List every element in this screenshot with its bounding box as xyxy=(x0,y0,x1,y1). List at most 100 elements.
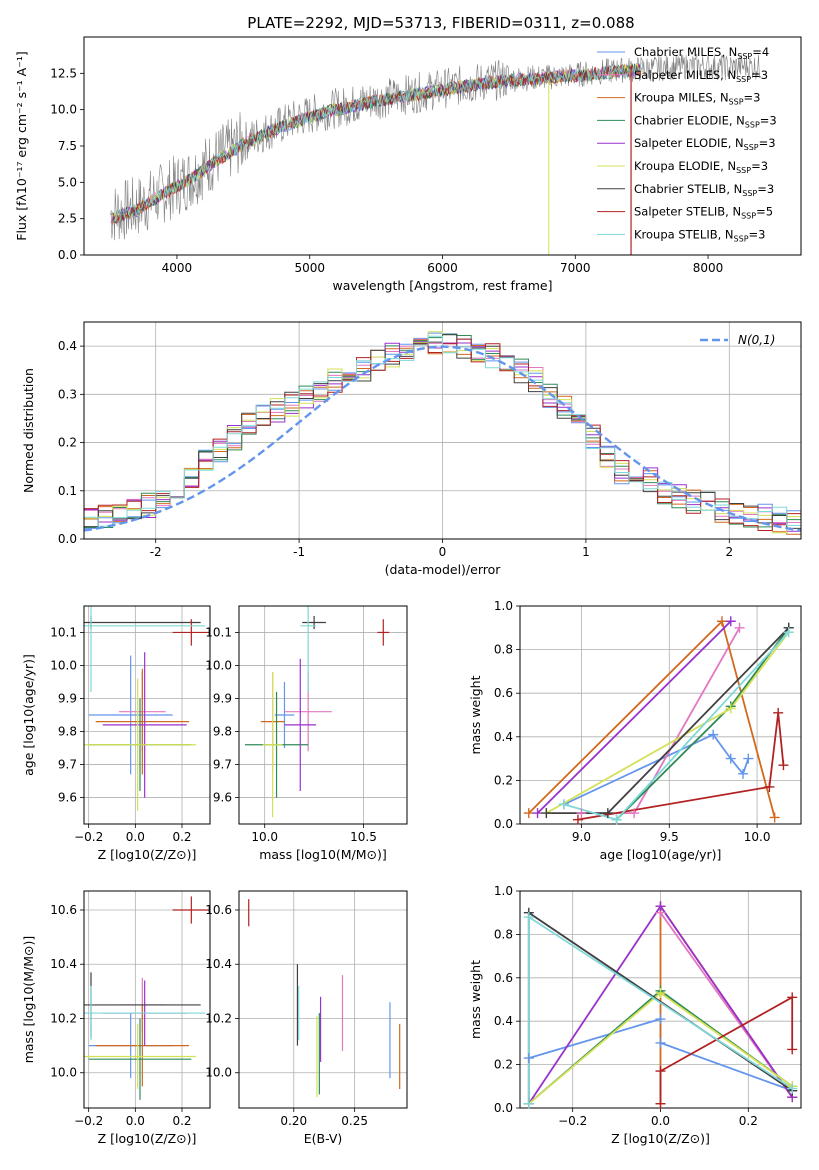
legend-text-part: Kroupa ELODIE, N xyxy=(634,159,736,173)
legend-text-part: Kroupa STELIB, N xyxy=(634,227,734,241)
legend-text-part: =5 xyxy=(756,205,773,219)
y-tick-label: 9.8 xyxy=(213,725,232,739)
y-tick-label: 12.5 xyxy=(50,66,77,80)
legend-text-part: =3 xyxy=(759,136,776,150)
weight-marker-salpeter_stelib xyxy=(787,1044,798,1055)
y-tick-label: 7.5 xyxy=(58,139,77,153)
weight-marker-salpeter_stelib xyxy=(778,760,789,771)
y-tick-label: 0.0 xyxy=(494,817,513,831)
weight-line-salpeter_stelib xyxy=(659,995,794,1104)
weight-marker-chabrier_miles xyxy=(655,1014,666,1025)
x-tick-label: 4000 xyxy=(162,261,193,275)
weight-marker-kroupa_stelib xyxy=(611,814,622,825)
y-tick-label: 0.0 xyxy=(58,248,77,262)
legend-entry-salpeter_miles: Salpeter MILES, NSSP=3 xyxy=(634,68,768,84)
legend-text-part: Kroupa MILES, N xyxy=(634,91,729,105)
weight-marker-salpeter_stelib xyxy=(764,781,775,792)
weight-marker-chabrier_miles xyxy=(725,753,736,764)
plot-area xyxy=(239,891,407,1108)
weight-line-kroupa_elodie xyxy=(545,631,790,814)
x-tick-label: 6000 xyxy=(427,261,458,275)
y-tick-label: 10.0 xyxy=(50,658,77,672)
y-tick-label: 0.2 xyxy=(58,436,77,450)
legend-text-part: SSP xyxy=(741,212,756,221)
axes-frame xyxy=(83,321,802,540)
y-tick-label: 10.0 xyxy=(205,1066,232,1080)
y-tick-label: 0.8 xyxy=(494,643,513,657)
plot-area xyxy=(520,606,801,824)
y-tick-label: 9.6 xyxy=(58,791,77,805)
legend-entry-salpeter_elodie: Salpeter ELODIE, NSSP=3 xyxy=(634,136,776,152)
weight-marker-chabrier_miles xyxy=(523,1053,534,1064)
y-tick-label: 9.9 xyxy=(213,691,232,705)
x-axis-label: Z [log10(Z/Z⊙)] xyxy=(98,1131,197,1146)
model-spectrum-kroupa_stelib xyxy=(113,62,643,222)
panel-age-vs-mass: 10.0 10.5 9.6 9.7 9.8 9.9 10.0 10.1 mass [log10(… xyxy=(205,605,408,862)
weight-marker-chabrier_miles xyxy=(743,753,754,764)
axes-frame xyxy=(83,36,802,256)
y-tick-label: 9.8 xyxy=(58,725,77,739)
x-tick-label: 9.5 xyxy=(660,830,679,844)
legend-text-part: SSP xyxy=(744,143,759,152)
y-axis-label: mass [log10(M/M⊙)] xyxy=(21,936,36,1064)
panel-age-vs-Z: −0.2 0.0 0.2 9.6 9.7 9.8 9.9 10.0 10.1 Z [log10(Z… xyxy=(21,605,211,862)
weight-marker-chabrier_miles xyxy=(738,768,749,779)
x-tick-label: 0.2 xyxy=(739,1114,758,1128)
y-axis-label: age [log10(age/yr)] xyxy=(21,654,36,776)
y-tick-label: 9.6 xyxy=(213,791,232,805)
plot-area xyxy=(84,891,210,1108)
x-axis-label: mass [log10(M/M⊙)] xyxy=(259,847,387,862)
weight-marker-salpeter_elodie xyxy=(725,616,736,627)
weight-marker-kroupa_miles xyxy=(523,808,534,819)
axes-frame xyxy=(238,890,408,1109)
x-axis-label: (data-model)/error xyxy=(385,562,502,577)
weight-marker-salpeter_miles xyxy=(576,808,587,819)
y-tick-label: 10.6 xyxy=(50,903,77,917)
legend-entry-salpeter_stelib: Salpeter STELIB, NSSP=5 xyxy=(634,205,773,221)
legend-entry-normal: N(0,1) xyxy=(738,333,775,347)
x-tick-label: 0.20 xyxy=(280,1114,307,1128)
weight-marker-kroupa_stelib xyxy=(558,799,569,810)
weight-line-chabrier_stelib xyxy=(546,627,790,814)
x-tick-label: 0 xyxy=(439,545,447,559)
panel-mass-vs-ebv: 0.20 0.25 10.0 10.2 10.4 10.6 E(B-V) xyxy=(205,890,408,1146)
y-axis-label: Flux [fλ10⁻¹⁷ erg cm⁻² s⁻¹ A⁻¹] xyxy=(14,51,29,240)
plot-area xyxy=(520,891,801,1108)
legend-entry-chabrier_stelib: Chabrier STELIB, NSSP=3 xyxy=(634,182,774,198)
legend-text-part: Salpeter MILES, N xyxy=(634,68,736,82)
legend-text-part: =3 xyxy=(760,113,777,127)
plot-area xyxy=(84,322,801,539)
y-tick-label: 10.1 xyxy=(205,625,232,639)
x-tick-label: 1 xyxy=(582,545,590,559)
legend-text-part: SSP xyxy=(737,52,752,61)
y-tick-label: 9.7 xyxy=(58,758,77,772)
figure-title: PLATE=2292, MJD=53713, FIBERID=0311, z=0… xyxy=(247,14,634,32)
weight-marker-kroupa_stelib xyxy=(523,912,534,923)
legend-text-part: =3 xyxy=(744,91,761,105)
model-spectrum-chabrier_miles xyxy=(110,63,643,225)
x-tick-label: 7000 xyxy=(560,261,591,275)
y-tick-label: 10.1 xyxy=(50,625,77,639)
x-tick-label: 0.0 xyxy=(126,830,145,844)
y-tick-label: 0.4 xyxy=(494,730,513,744)
y-tick-label: 10.2 xyxy=(50,1011,77,1025)
legend-text-part: SSP xyxy=(745,120,760,129)
x-tick-label: −0.2 xyxy=(558,1114,587,1128)
y-axis-label: Normed distribution xyxy=(21,368,36,493)
weight-marker-kroupa_miles xyxy=(769,812,780,823)
weight-marker-salpeter_stelib xyxy=(572,814,583,825)
model-spectrum-chabrier_stelib xyxy=(112,63,642,225)
legend-text-part: =3 xyxy=(751,159,768,173)
observed-spectrum-line xyxy=(110,53,762,241)
y-tick-label: 10.2 xyxy=(205,1011,232,1025)
weight-line-kroupa_stelib xyxy=(563,631,790,821)
y-tick-label: 0.0 xyxy=(58,532,77,546)
legend-entry-chabrier_elodie: Chabrier ELODIE, NSSP=3 xyxy=(634,113,777,129)
legend-text-part: Chabrier ELODIE, N xyxy=(634,113,745,127)
x-tick-label: 10.5 xyxy=(350,830,377,844)
legend-text-part: =3 xyxy=(751,68,768,82)
legend-text-part: SSP xyxy=(736,166,751,175)
legend-text-part: =4 xyxy=(752,45,769,59)
y-tick-label: 1.0 xyxy=(494,599,513,613)
legend-text-part: SSP xyxy=(729,98,744,107)
